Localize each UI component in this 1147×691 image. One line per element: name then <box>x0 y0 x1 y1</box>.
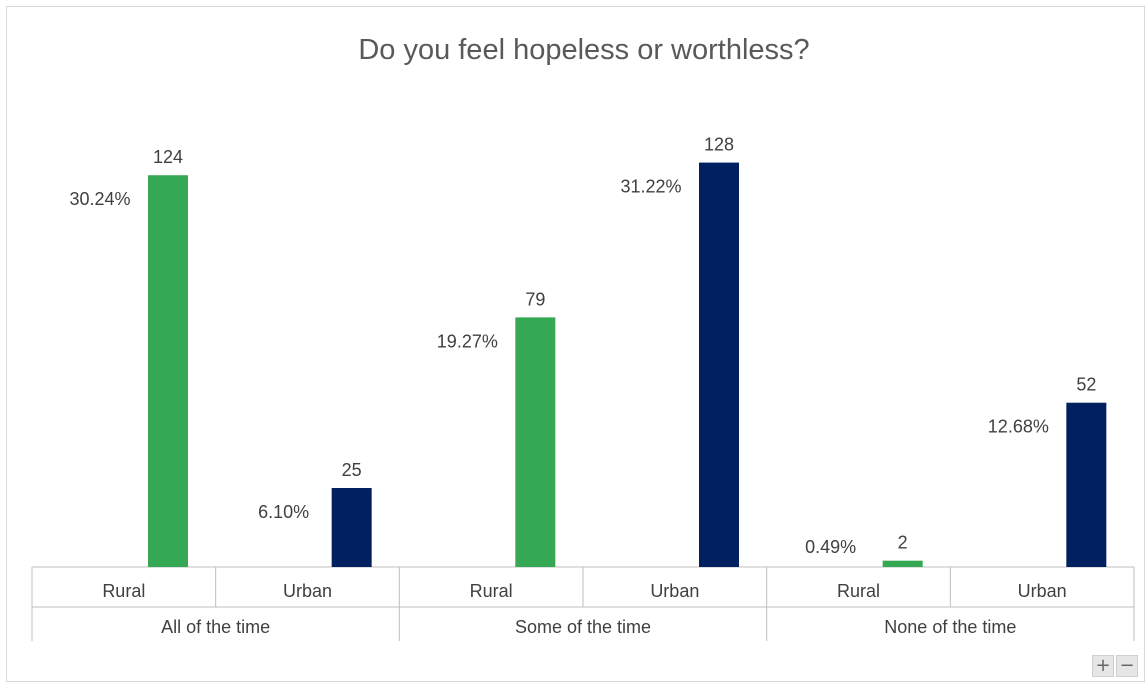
bar-value-label: 52 <box>1076 375 1096 395</box>
percent-label: 19.27% <box>437 331 498 351</box>
bar <box>515 317 556 567</box>
bar-value-label: 79 <box>525 289 545 309</box>
category-label: Urban <box>650 581 699 601</box>
bar-value-label: 128 <box>704 135 734 155</box>
percent-label: 30.24% <box>69 189 130 209</box>
category-label: Rural <box>102 581 145 601</box>
group-label: None of the time <box>884 617 1016 637</box>
bar <box>148 175 188 568</box>
percent-label: 12.68% <box>988 417 1049 437</box>
bar-value-label: 2 <box>898 533 908 553</box>
category-label: Urban <box>1018 581 1067 601</box>
group-label: All of the time <box>161 617 270 637</box>
bar-value-label: 25 <box>342 460 362 480</box>
category-label: Urban <box>283 581 332 601</box>
bar-value-label: 124 <box>153 147 183 167</box>
group-label: Some of the time <box>515 617 651 637</box>
percent-label: 6.10% <box>258 502 309 522</box>
chart-body: 124 30.24% Rural 25 6.10% Urban 79 19.27% Rural 1… <box>31 135 1135 641</box>
zoom-controls: + − <box>1092 655 1138 677</box>
category-label: Rural <box>470 581 513 601</box>
zoom-in-button[interactable]: + <box>1092 655 1114 677</box>
chart-title: Do you feel hopeless or worthless? <box>358 34 809 66</box>
chart-svg: Do you feel hopeless or worthless? 124 30… <box>31 34 1135 641</box>
percent-label: 31.22% <box>620 177 681 197</box>
zoom-out-button[interactable]: − <box>1116 655 1138 677</box>
bar <box>1066 402 1107 567</box>
category-label: Rural <box>837 581 880 601</box>
bar <box>882 560 923 567</box>
bar <box>699 162 739 567</box>
percent-label: 0.49% <box>805 537 856 557</box>
bar <box>331 488 372 567</box>
chart-frame: Do you feel hopeless or worthless? 124 30… <box>6 6 1145 682</box>
